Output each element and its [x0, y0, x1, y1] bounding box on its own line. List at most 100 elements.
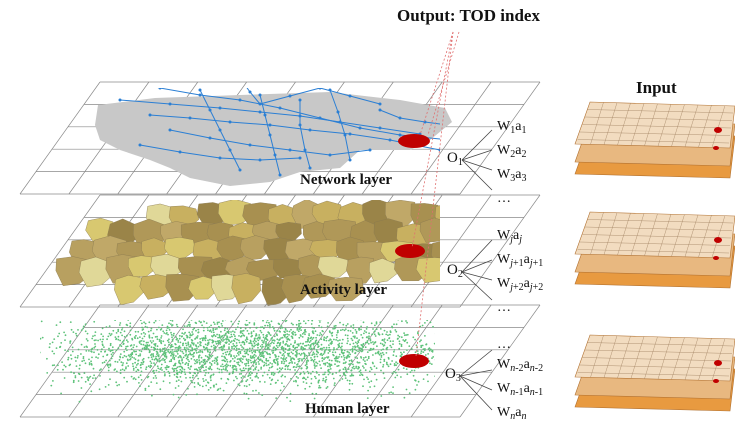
- human-point: [422, 348, 425, 350]
- human-point: [349, 375, 352, 377]
- human-point: [176, 337, 179, 340]
- human-point: [117, 338, 120, 341]
- human-point: [48, 346, 51, 349]
- human-point: [166, 366, 168, 369]
- human-point: [380, 349, 383, 351]
- human-point: [347, 368, 350, 370]
- human-point: [245, 380, 248, 383]
- human-point: [209, 365, 212, 368]
- human-point: [209, 338, 211, 341]
- human-point: [131, 353, 134, 356]
- human-point: [271, 337, 273, 339]
- human-point: [313, 363, 316, 365]
- human-point: [312, 353, 314, 356]
- human-point: [234, 365, 237, 368]
- human-point: [182, 342, 184, 345]
- human-point: [412, 374, 415, 377]
- human-point: [394, 376, 397, 379]
- human-point: [226, 378, 229, 380]
- input-grid-line: [630, 103, 645, 146]
- human-point: [88, 358, 90, 361]
- human-point: [489, 338, 491, 340]
- human-point: [226, 365, 228, 368]
- network-region-shape: [95, 92, 452, 186]
- human-point: [265, 342, 267, 345]
- human-point: [202, 314, 204, 316]
- bracket-line: [459, 375, 493, 411]
- human-point: [461, 341, 463, 343]
- human-point: [292, 346, 295, 349]
- human-point: [369, 366, 372, 369]
- human-point: [323, 346, 325, 349]
- human-point: [203, 348, 206, 351]
- human-point: [320, 343, 323, 346]
- human-point: [335, 357, 338, 360]
- human-point: [416, 384, 418, 386]
- human-point: [179, 341, 182, 344]
- human-point: [142, 360, 145, 363]
- human-point: [130, 309, 132, 311]
- human-point: [232, 368, 235, 371]
- human-point: [155, 377, 158, 379]
- human-point: [196, 393, 198, 396]
- human-point: [150, 341, 153, 344]
- human-point: [75, 332, 77, 335]
- human-point: [283, 330, 286, 333]
- human-point: [323, 373, 326, 376]
- human-point: [191, 353, 194, 356]
- human-point: [348, 355, 351, 358]
- human-point: [207, 342, 209, 345]
- metro-station: [438, 148, 440, 152]
- weight-term: …: [497, 191, 511, 206]
- human-point: [355, 365, 358, 368]
- human-point: [184, 354, 187, 357]
- human-point: [302, 348, 305, 350]
- human-point: [216, 367, 219, 370]
- metro-line: [379, 109, 440, 127]
- network-layer-marker: [398, 134, 430, 148]
- human-point: [403, 334, 406, 337]
- human-point: [400, 345, 403, 348]
- human-point: [150, 356, 153, 359]
- human-point: [294, 346, 297, 349]
- human-point: [27, 327, 29, 329]
- human-point: [203, 326, 205, 329]
- human-point: [347, 356, 349, 358]
- human-point: [465, 322, 467, 324]
- human-point: [122, 356, 124, 359]
- metro-station: [368, 148, 372, 152]
- human-point: [116, 370, 118, 373]
- human-point: [251, 347, 254, 350]
- input-grid-line: [603, 212, 618, 255]
- human-point: [365, 331, 368, 334]
- human-point: [425, 343, 427, 346]
- human-point: [342, 362, 345, 365]
- human-point: [212, 340, 215, 343]
- human-point: [261, 343, 264, 346]
- human-point: [189, 344, 192, 347]
- human-point: [220, 338, 223, 341]
- human-point: [86, 332, 89, 335]
- human-point: [430, 363, 433, 365]
- human-point: [183, 371, 186, 373]
- human-point: [252, 365, 255, 367]
- human-point: [139, 354, 142, 357]
- human-point: [176, 366, 179, 369]
- input-marker: [713, 256, 719, 260]
- human-point: [203, 369, 206, 372]
- human-point: [259, 358, 262, 361]
- human-point: [360, 348, 363, 350]
- human-point: [138, 382, 140, 384]
- human-point: [386, 331, 388, 333]
- human-point: [187, 364, 190, 367]
- human-point: [419, 340, 421, 343]
- human-point: [101, 362, 104, 364]
- human-point: [256, 349, 259, 352]
- human-point: [224, 327, 227, 330]
- human-point: [389, 344, 392, 347]
- human-point: [362, 365, 364, 368]
- human-point: [145, 347, 148, 350]
- human-point: [257, 361, 260, 363]
- human-point: [99, 338, 102, 341]
- human-point: [355, 330, 358, 333]
